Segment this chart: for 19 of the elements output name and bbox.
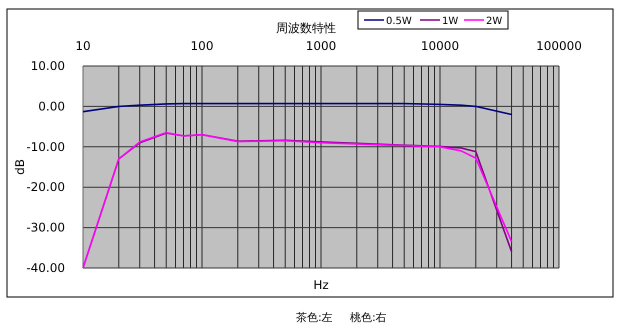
x-tick-label: 100 — [190, 39, 214, 53]
legend-label: 2W — [486, 16, 502, 27]
y-tick-label: -20.00 — [26, 180, 65, 194]
x-axis-title: Hz — [313, 278, 329, 292]
y-tick-label: -40.00 — [26, 261, 65, 275]
text: 桃色:右 — [350, 311, 387, 324]
y-tick-label: -30.00 — [26, 220, 65, 235]
x-tick-label: 1000 — [306, 39, 336, 53]
x-tick-label: 10 — [75, 39, 91, 53]
y-tick-label: 0.00 — [38, 99, 65, 114]
legend-label: 1W — [442, 16, 458, 27]
x-tick-label: 100000 — [536, 39, 582, 53]
chart-title: 周波数特性 — [276, 21, 336, 35]
y-tick-label: 10.00 — [30, 59, 65, 73]
x-tick-label: 10000 — [420, 39, 460, 53]
y-axis-title: dB — [13, 159, 27, 175]
text: 茶色:左 — [296, 311, 333, 324]
y-tick-label: -10.00 — [26, 140, 65, 154]
legend-label: 0.5W — [386, 16, 412, 27]
